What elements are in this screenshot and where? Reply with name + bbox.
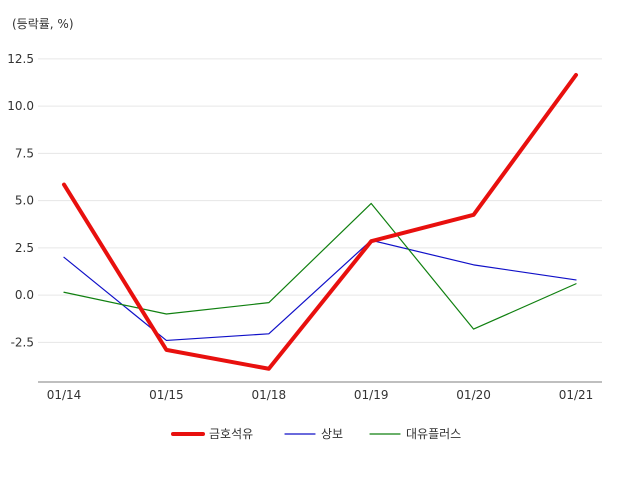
x-tick-label: 01/14 <box>47 388 82 402</box>
y-tick-label: 7.5 <box>15 146 34 160</box>
y-tick-label: 0.0 <box>15 288 34 302</box>
legend-label: 상보 <box>321 427 343 441</box>
series-line-0 <box>62 72 578 371</box>
y-tick-label: 12.5 <box>7 52 34 66</box>
x-tick-label: 01/19 <box>354 388 389 402</box>
x-tick-label: 01/15 <box>149 388 184 402</box>
x-tick-label: 01/20 <box>456 388 491 402</box>
y-unit-label: (등락률, %) <box>12 17 74 31</box>
legend-label: 금호석유 <box>209 427 253 441</box>
legend-label: 대유플러스 <box>406 427 461 441</box>
y-tick-label: 2.5 <box>15 241 34 255</box>
y-tick-label: 5.0 <box>15 194 34 208</box>
y-tick-label: -2.5 <box>11 335 34 349</box>
grid-lines <box>38 58 602 343</box>
legend-item-2[interactable]: 대유플러스 <box>369 427 461 441</box>
axes: -2.5 0.0 2.5 5.0 7.5 10.0 12.5 01/14 01/15 01/18 0… <box>7 52 602 402</box>
x-tick-label: 01/21 <box>559 388 594 402</box>
series-line-2 <box>63 202 577 330</box>
legend-item-1[interactable]: 상보 <box>284 427 343 441</box>
series-lines <box>62 72 578 371</box>
y-tick-label: 10.0 <box>7 99 34 113</box>
x-tick-label: 01/18 <box>252 388 287 402</box>
legend-item-0[interactable]: 금호석유 <box>171 427 253 441</box>
series-line-1 <box>63 239 577 342</box>
legend[interactable]: 금호석유 상보 대유플러스 <box>171 427 461 441</box>
